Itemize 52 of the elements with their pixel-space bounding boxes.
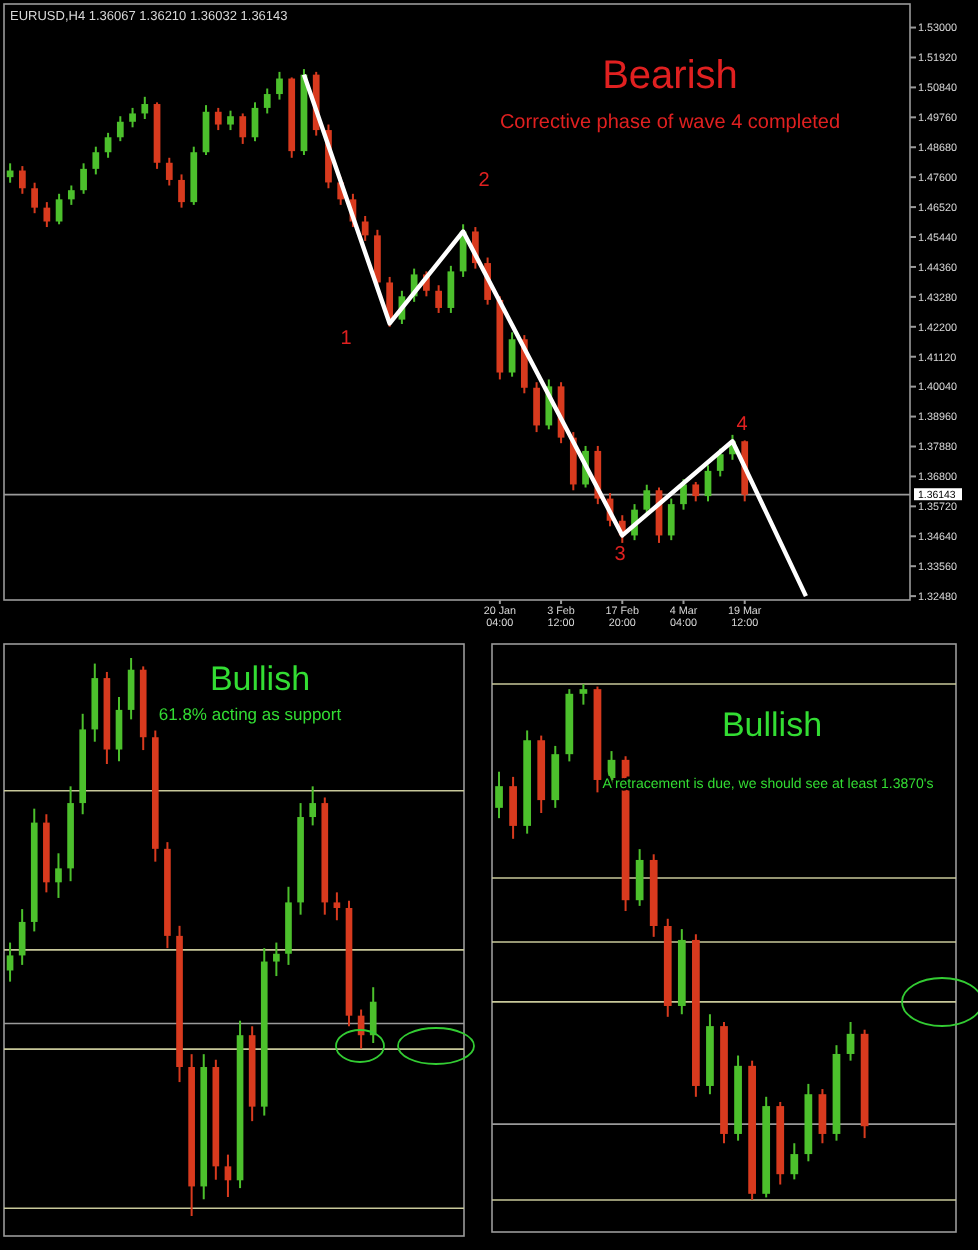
candlestick xyxy=(55,852,62,899)
candlestick xyxy=(31,181,38,215)
candlestick xyxy=(818,1088,827,1145)
annotation: 1 xyxy=(340,328,353,350)
candlestick xyxy=(224,1153,232,1199)
candlestick xyxy=(361,214,369,242)
candlestick xyxy=(239,112,247,145)
candlestick xyxy=(667,497,675,542)
annotation: 2 xyxy=(478,170,491,192)
candlestick xyxy=(115,696,123,763)
candlestick xyxy=(80,162,87,195)
candlestick xyxy=(790,1142,799,1181)
candlestick xyxy=(178,173,185,209)
candlestick xyxy=(141,95,149,120)
candlestick xyxy=(533,381,540,434)
annotation: Bullish xyxy=(721,706,823,744)
candlestick xyxy=(495,770,503,820)
annotation: 3 xyxy=(614,544,627,566)
candlestick xyxy=(551,744,560,809)
annotation: Bullish xyxy=(209,660,311,698)
candlestick xyxy=(6,941,14,983)
candlestick xyxy=(129,106,136,129)
candlestick xyxy=(127,657,135,721)
candlestick xyxy=(447,264,455,314)
candlestick xyxy=(692,480,700,503)
candlestick xyxy=(92,145,100,176)
candlestick xyxy=(369,986,377,1045)
candlestick xyxy=(116,115,124,143)
candlestick xyxy=(165,156,173,187)
candlestick xyxy=(263,87,271,115)
candlestick xyxy=(55,192,63,226)
candlestick xyxy=(579,683,588,706)
annotation: 61.8% acting as support xyxy=(158,704,343,724)
annotation: 4 xyxy=(736,414,749,436)
candlestick xyxy=(333,891,341,922)
candlestick xyxy=(19,165,26,195)
candlestick xyxy=(635,848,644,907)
annotation: Bearish xyxy=(602,54,738,98)
candlestick xyxy=(643,483,651,517)
candlestick xyxy=(680,478,687,511)
candlestick xyxy=(508,331,516,378)
annotation: Corrective phase of wave 4 completed xyxy=(499,112,841,134)
candlestick xyxy=(309,785,317,827)
candlestick xyxy=(67,184,75,206)
candlestick xyxy=(276,70,283,101)
candlestick xyxy=(43,201,51,229)
candlestick xyxy=(846,1020,855,1062)
candlestick xyxy=(227,109,234,132)
candlestick xyxy=(273,941,280,978)
candlestick xyxy=(435,284,442,314)
candlestick xyxy=(509,775,517,840)
candlestick xyxy=(214,106,222,132)
